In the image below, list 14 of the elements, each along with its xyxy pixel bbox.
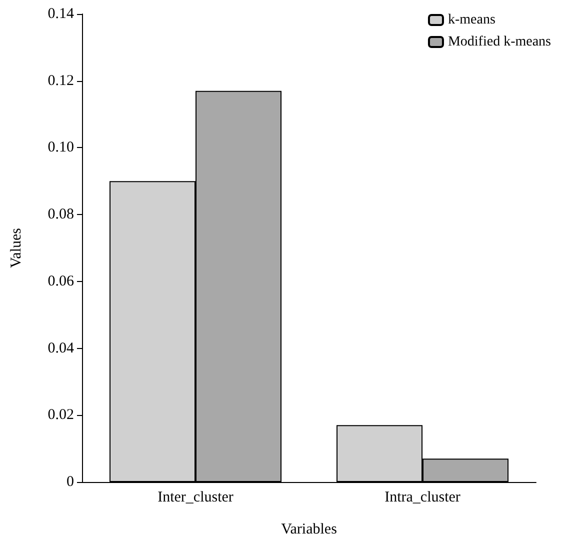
y-tick-label: 0.06 bbox=[48, 273, 74, 290]
y-axis-title: Values bbox=[8, 228, 24, 268]
x-axis-title: Variables bbox=[281, 522, 338, 538]
legend-label: k-means bbox=[448, 12, 496, 28]
y-tick-label: 0.04 bbox=[48, 340, 74, 356]
y-tick-label: 0.02 bbox=[48, 407, 74, 424]
y-tick-label: 0.08 bbox=[48, 206, 74, 223]
x-tick-label: Intra_cluster bbox=[384, 490, 460, 506]
y-tick-label: 0 bbox=[66, 474, 74, 490]
y-tick-label: 0.14 bbox=[48, 6, 74, 22]
x-tick-label: Inter_cluster bbox=[158, 490, 234, 506]
legend-label: Modified k-means bbox=[448, 34, 551, 50]
y-tick-label: 0.10 bbox=[48, 140, 74, 156]
y-tick-label: 0.12 bbox=[48, 72, 74, 89]
